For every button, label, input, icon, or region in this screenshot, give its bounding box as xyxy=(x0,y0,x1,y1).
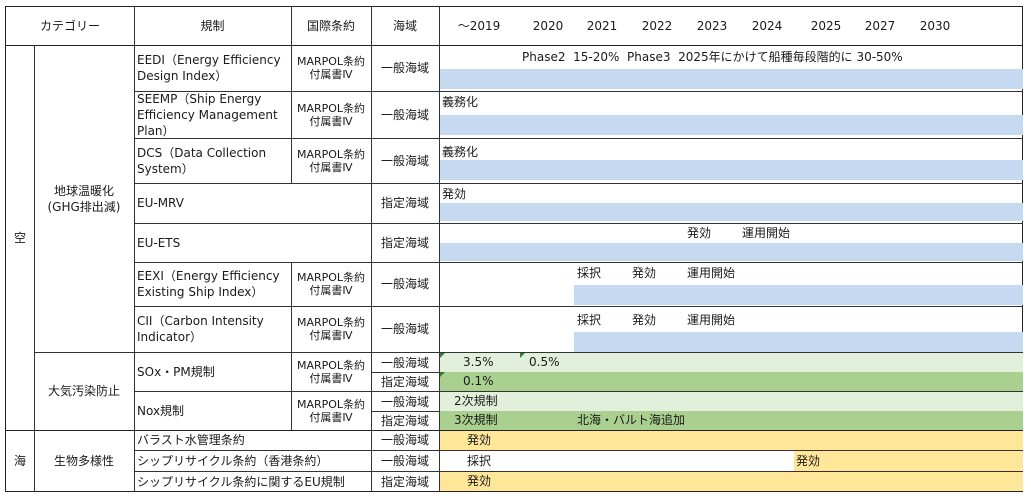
regulation-eedi: EEDI（Energy Efficiency Design Index） xyxy=(137,53,281,83)
timeline-eexi-operation: 運用開始 xyxy=(687,266,736,280)
header-regulation: 規制 xyxy=(200,19,225,33)
header-year-2024: 2024 xyxy=(751,19,783,33)
timeline-eu-mrv: 発効 xyxy=(442,187,467,201)
eexi-bar xyxy=(574,285,1023,305)
sox-start-marker xyxy=(440,353,445,358)
nox-general-bar xyxy=(439,392,1023,411)
eu-mrv-bar xyxy=(439,203,1023,221)
area-cii: 一般海域 xyxy=(380,322,429,336)
header-year-2019: ～2019 xyxy=(457,19,501,33)
treaty-cii: MARPOL条約 付属書Ⅳ xyxy=(296,316,366,342)
header-treaty: 国際条約 xyxy=(306,19,355,33)
treaty-eexi: MARPOL条約 付属書Ⅳ xyxy=(296,271,366,297)
cii-bar xyxy=(574,332,1023,352)
area-hk-convention: 一般海域 xyxy=(380,453,429,468)
treaty-nox: MARPOL条約 付属書Ⅳ xyxy=(296,397,366,424)
treaty-dcs: MARPOL条約 付属書Ⅳ xyxy=(296,147,366,174)
regulation-hk-convention: シップリサイクル条約（香港条約） xyxy=(137,453,329,468)
area-eedi: 一般海域 xyxy=(380,61,429,75)
timeline-nox-north-sea: 北海・バルト海追加 xyxy=(577,413,686,427)
eu-recycling-bar xyxy=(439,472,1023,491)
timeline-sox-general-05: 0.5% xyxy=(529,355,560,369)
header-year-2022: 2022 xyxy=(641,19,673,33)
area-nox-designated: 指定海域 xyxy=(380,413,429,428)
timeline-eu-ets-operation: 運用開始 xyxy=(742,226,791,240)
area-nox-general: 一般海域 xyxy=(380,394,429,409)
regulation-sox-pm: SOx・PM規制 xyxy=(137,364,215,379)
header-year-2025: 2025 xyxy=(810,19,842,33)
regulation-timeline-table: カテゴリー 規制 国際条約 海域 ～2019 2020 2021 2022 20… xyxy=(5,6,1023,492)
timeline-sox-general-35: 3.5% xyxy=(463,355,494,369)
sox-2020-marker xyxy=(520,353,525,358)
category-sea: 海 xyxy=(13,454,26,468)
area-sox-general: 一般海域 xyxy=(380,355,429,370)
sox-designated-marker xyxy=(440,372,445,377)
sox-general-bar xyxy=(439,353,1023,372)
area-seemp: 一般海域 xyxy=(380,107,429,122)
subcategory-air-pollution: 大気汚染防止 xyxy=(47,384,120,398)
timeline-eexi-effective: 発効 xyxy=(632,266,657,280)
regulation-seemp: SEEMP（Ship Energy Efficiency Management … xyxy=(137,91,278,138)
area-eexi: 一般海域 xyxy=(380,277,429,291)
dcs-bar xyxy=(439,160,1023,180)
regulation-ballast: バラスト水管理条約 xyxy=(137,433,245,447)
treaty-sox-pm: MARPOL条約 付属書Ⅳ xyxy=(296,358,366,385)
timeline-hk-adopted: 採択 xyxy=(467,454,492,468)
header-year-2030: 2030 xyxy=(919,19,951,33)
timeline-ballast: 発効 xyxy=(467,433,492,447)
area-eu-ets: 指定海域 xyxy=(380,235,429,250)
timeline-cii-adopted: 採択 xyxy=(577,313,602,327)
treaty-seemp: MARPOL条約 付属書Ⅳ xyxy=(296,101,366,128)
seemp-bar xyxy=(439,115,1023,135)
area-ballast: 一般海域 xyxy=(380,433,429,447)
regulation-eu-recycling: シップリサイクル条約に関するEU規制 xyxy=(137,474,345,489)
timeline-cii-effective: 発効 xyxy=(632,313,657,327)
timeline-seemp: 義務化 xyxy=(442,95,479,109)
area-dcs: 一般海域 xyxy=(380,153,429,168)
timeline-nox-designated: 3次規制 xyxy=(454,413,498,427)
timeline-cii-operation: 運用開始 xyxy=(687,313,736,327)
nox-designated-bar xyxy=(439,411,1023,430)
header-year-2021: 2021 xyxy=(586,19,618,33)
timeline-eexi-adopted: 採択 xyxy=(577,266,602,280)
area-eu-mrv: 指定海域 xyxy=(380,196,429,210)
regulation-dcs: DCS（Data Collection System） xyxy=(137,145,267,176)
timeline-eu-recycling: 発効 xyxy=(467,474,492,488)
treaty-eedi: MARPOL条約 付属書Ⅳ xyxy=(296,55,366,81)
header-year-2020: 2020 xyxy=(532,19,564,33)
ballast-bar xyxy=(439,431,1023,450)
header-sea-area: 海域 xyxy=(392,19,417,33)
timeline-hk-effective: 発効 xyxy=(796,454,821,468)
subcategory-biodiversity: 生物多様性 xyxy=(53,454,114,468)
regulation-eu-mrv: EU-MRV xyxy=(137,196,184,210)
regulation-eu-ets: EU-ETS xyxy=(137,235,181,250)
area-sox-designated: 指定海域 xyxy=(380,374,429,389)
timeline-dcs: 義務化 xyxy=(442,145,479,159)
regulation-eexi: EEXI（Energy Efficiency Existing Ship Ind… xyxy=(137,269,280,299)
header-category: カテゴリー xyxy=(39,19,100,33)
header-year-2023: 2023 xyxy=(696,19,728,33)
hk-convention-bar xyxy=(794,451,1023,471)
subcategory-ghg: 地球温暖化 (GHG排出減) xyxy=(47,183,121,214)
timeline-nox-general: 2次規制 xyxy=(454,394,498,408)
timeline-sox-designated: 0.1% xyxy=(463,374,494,388)
regulation-cii: CII（Carbon Intensity Indicator） xyxy=(137,314,264,344)
category-sky: 空 xyxy=(13,230,26,245)
sox-designated-bar xyxy=(439,372,1023,391)
timeline-eu-ets-effective: 発効 xyxy=(687,226,712,240)
header-year-2027: 2027 xyxy=(864,19,896,33)
eedi-bar xyxy=(439,69,1023,89)
timeline-eedi: Phase2 15-20% Phase3 2025年にかけて船種毎段階的に 30… xyxy=(522,50,903,64)
area-eu-recycling: 指定海域 xyxy=(380,474,429,489)
eu-ets-bar xyxy=(439,243,1023,261)
regulation-nox: Nox規制 xyxy=(137,403,185,418)
